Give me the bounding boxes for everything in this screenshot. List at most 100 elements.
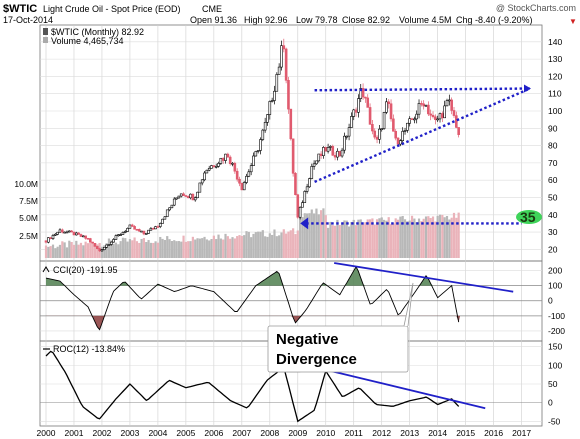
- candle-body: [226, 153, 230, 158]
- price-tick-label: 40: [548, 210, 558, 220]
- cci-legend-icon: [42, 266, 50, 273]
- candle-body: [457, 127, 460, 135]
- candle-body: [305, 186, 309, 192]
- candle-body: [252, 155, 255, 166]
- volume-bar: [261, 230, 264, 258]
- candle-body: [291, 138, 295, 174]
- volume-bar: [114, 242, 118, 258]
- volume-bar: [110, 240, 113, 258]
- candle-body: [401, 130, 405, 141]
- candle-body: [270, 100, 274, 102]
- candle-body: [424, 104, 428, 107]
- candle-body: [126, 228, 129, 232]
- volume-bar: [347, 226, 351, 258]
- volume-bar: [450, 217, 453, 258]
- volume-bar: [427, 216, 430, 258]
- candle-body: [228, 156, 232, 164]
- candle-body: [408, 118, 411, 124]
- volume-bar: [93, 246, 97, 258]
- price-tick-label: 100: [548, 106, 562, 116]
- volume-bar: [44, 245, 48, 258]
- candle-body: [172, 198, 176, 206]
- candle-body: [130, 224, 134, 227]
- candle-body: [214, 166, 218, 168]
- candle-body: [184, 195, 188, 197]
- candle-body: [343, 135, 346, 151]
- volume-bar: [413, 218, 416, 258]
- volume-bar: [382, 219, 386, 258]
- quote-close: Close 82.92: [342, 15, 390, 25]
- volume-bar: [340, 223, 344, 258]
- candle-body: [238, 178, 241, 184]
- x-tick-label: 2004: [148, 428, 167, 438]
- candle-body: [350, 116, 353, 128]
- candle-body: [56, 231, 59, 235]
- volume-bar: [394, 218, 397, 258]
- candle-body: [259, 139, 262, 151]
- cci-legend-label: CCI(20) -191.95: [53, 265, 118, 275]
- volume-bar: [82, 245, 85, 258]
- candle-body: [203, 172, 206, 181]
- candle-body: [373, 130, 377, 138]
- roc-tick-label: 100: [548, 360, 562, 370]
- price-tick-label: 120: [548, 71, 562, 81]
- volume-bar: [452, 212, 456, 258]
- volume-bar: [173, 240, 176, 258]
- candle-body: [263, 122, 267, 131]
- volume-bar: [121, 237, 125, 258]
- candle-body: [450, 99, 453, 111]
- volume-bar: [273, 229, 276, 258]
- volume-bar: [408, 220, 411, 258]
- volume-bar: [219, 238, 222, 258]
- volume-bar: [198, 238, 201, 258]
- candle-body: [324, 147, 328, 152]
- roc-indicator: [45, 350, 460, 423]
- volume-bar: [445, 215, 449, 258]
- candle-body: [116, 234, 120, 237]
- volume-bar: [322, 208, 325, 258]
- candle-body: [429, 113, 432, 116]
- candle-body: [121, 232, 125, 235]
- volume-bar: [257, 231, 260, 258]
- quote-date: 17-Oct-2014: [3, 15, 53, 25]
- volume-bar: [296, 230, 299, 258]
- roc-tick-label: 150: [548, 342, 562, 352]
- candle-body: [51, 235, 55, 239]
- candle-body: [88, 238, 92, 243]
- candle-body: [217, 163, 220, 167]
- volume-bar: [156, 242, 160, 258]
- volume-bar: [142, 238, 146, 258]
- candle-body: [68, 230, 71, 233]
- support-badge: 35: [516, 209, 542, 225]
- candle-body: [406, 122, 409, 131]
- candle-body: [254, 151, 258, 157]
- candle-body: [105, 244, 108, 248]
- callout-box: [267, 325, 409, 373]
- volume-bar: [229, 238, 232, 258]
- volume-bar: [259, 231, 262, 258]
- price-tick-label: 50: [548, 192, 558, 202]
- volume-bar: [289, 230, 292, 258]
- volume-bar: [224, 233, 227, 258]
- support-badge-shape: [516, 210, 542, 224]
- cci-overbought-fill: [46, 266, 461, 286]
- candle-body: [336, 150, 339, 158]
- volume-bar: [49, 246, 52, 258]
- cci-tick-label: 200: [548, 266, 562, 276]
- volume-bar: [301, 217, 304, 258]
- roc-tick-label: 50: [548, 379, 558, 389]
- candle-body: [303, 191, 307, 203]
- volume-bar: [70, 242, 73, 258]
- volume-bar: [201, 238, 204, 258]
- divergence-label-line2: Divergence: [276, 351, 357, 368]
- candle-body: [282, 45, 286, 50]
- price-panel-frame: [39, 24, 543, 262]
- candle-body: [310, 166, 314, 179]
- candle-body: [128, 224, 132, 229]
- volume-bar: [422, 218, 425, 258]
- volume-bar: [100, 246, 104, 258]
- candle-body: [231, 162, 234, 165]
- volume-bar: [65, 247, 69, 258]
- volume-bar: [457, 212, 460, 258]
